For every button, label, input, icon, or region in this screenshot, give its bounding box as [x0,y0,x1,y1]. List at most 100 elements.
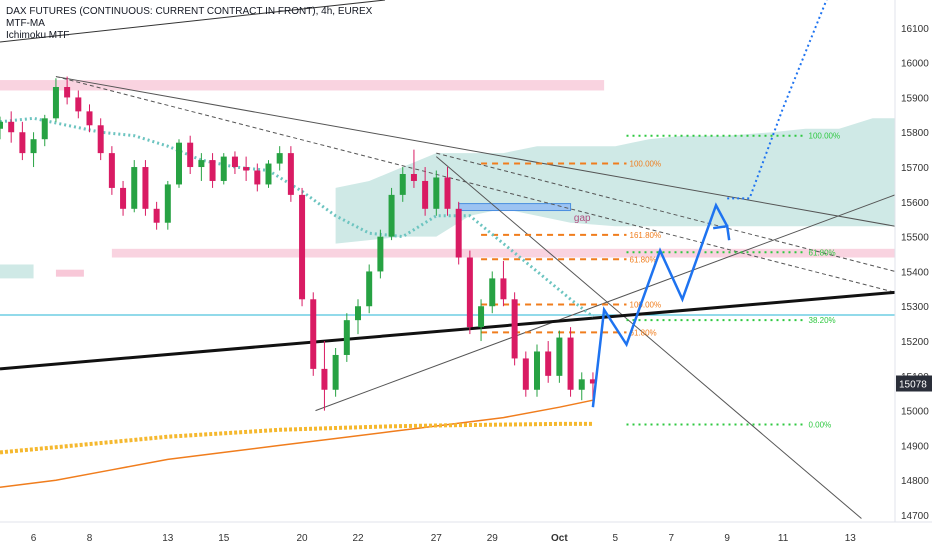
y-tick-11: 15000 [901,407,929,418]
fib-upper-label-3: 100.00% [630,301,662,310]
candle-body-9 [97,125,104,154]
candle-body-47 [522,358,529,390]
candle-body-4 [41,118,48,140]
y-tick-8: 15300 [901,302,929,313]
trendline-major [0,290,896,371]
candle-body-6 [64,87,71,98]
candle-body-18 [198,160,205,168]
x-tick-5: 22 [352,533,364,544]
resistance-zone-upper [0,80,605,91]
candle-body-49 [545,351,552,376]
projection-path [591,202,729,408]
price-axis-bg [895,0,932,550]
candle-body-13 [142,167,149,209]
candle-body-20 [220,156,227,181]
candle-body-52 [578,379,585,390]
resistance-zone-mid [111,248,895,258]
trendline-steep [435,156,862,519]
candle-body-21 [231,156,238,168]
candle-body-46 [511,299,518,359]
fib-lower-label-3: 0.00% [809,421,832,430]
fib-upper-label-4: 61.80% [630,328,657,337]
candle-body-8 [86,111,93,126]
legend-indicator-mtf-ma: MTF-MA [6,18,45,29]
candle-body-37 [410,174,417,181]
candle-body-34 [377,236,384,272]
y-tick-9: 15200 [901,337,929,348]
candle-body-23 [254,170,261,185]
y-tick-5: 15600 [901,198,929,209]
chart-legend: DAX FUTURES (CONTINUOUS: CURRENT CONTRAC… [6,6,372,42]
x-tick-3: 15 [218,533,230,544]
ichimoku-cloud [335,118,896,244]
candle-body-26 [287,153,294,195]
trendline-dashed [55,76,896,293]
projection-dotted [727,0,828,200]
candle-body-38 [422,180,429,209]
y-tick-0: 16100 [901,24,929,35]
x-tick-9: 5 [613,533,619,544]
candle-body-22 [243,167,250,171]
y-tick-4: 15700 [901,163,929,174]
candle-body-10 [108,153,115,188]
x-tick-4: 20 [297,533,309,544]
fib-lower-label-1: 61.80% [809,248,836,257]
candle-body-29 [321,368,328,390]
candle-body-1 [8,121,15,133]
projection-arrowhead [713,224,731,241]
candle-body-36 [399,174,406,195]
candle-body-33 [366,271,373,307]
x-tick-12: 11 [778,533,789,544]
last-price-label: 15078 [899,379,927,390]
fib-lower-label-0: 100.00% [809,132,841,141]
last-price-badge [896,375,932,392]
candle-body-41 [455,208,462,258]
candle-body-14 [153,208,160,223]
y-tick-13: 14800 [901,476,929,487]
candle-body-39 [433,177,440,209]
candle-body-0 [0,121,3,129]
x-tick-13: 13 [845,533,857,544]
candle-body-40 [444,177,451,209]
trendline-descending [55,76,896,227]
y-tick-3: 15800 [901,128,929,139]
candle-body-25 [276,153,283,164]
candle-body-50 [556,337,563,376]
candle-body-44 [489,278,496,307]
yellow-ma-line [0,421,593,455]
fib-upper-label-2: 61.80% [630,255,657,264]
candle-body-28 [310,299,317,369]
legend-indicator-ichimoku: Ichimoku MTF [6,30,70,41]
x-tick-0: 6 [31,533,37,544]
candle-body-11 [120,187,127,209]
fib-upper-label-1: 161.80% [630,231,662,240]
candle-body-5 [52,87,59,119]
x-tick-6: 27 [431,533,443,544]
candle-body-30 [332,354,339,390]
ichimoku-cloud-left [0,264,34,279]
candle-body-48 [534,351,540,390]
trendline-ascending [315,194,896,412]
gap-label: gap [574,213,591,224]
y-tick-6: 15500 [901,233,929,244]
candle-body-2 [19,132,26,154]
candle-body-51 [567,337,574,390]
candle-body-7 [75,97,82,112]
candle-body-24 [265,163,272,185]
x-tick-1: 8 [87,533,93,544]
trendline-dashed-2 [436,152,896,272]
candle-body-31 [343,320,350,355]
x-tick-7: 29 [487,533,499,544]
candle-body-3 [30,139,37,154]
candle-body-42 [466,257,473,328]
candle-body-32 [355,306,361,321]
candle-body-43 [478,306,485,328]
candle-body-12 [131,167,138,209]
fib-upper-label-0: 100.00% [630,160,662,169]
y-tick-12: 14900 [901,441,929,452]
y-tick-14: 14700 [901,511,929,522]
trendline-top [0,0,386,43]
y-tick-7: 15400 [901,267,929,278]
